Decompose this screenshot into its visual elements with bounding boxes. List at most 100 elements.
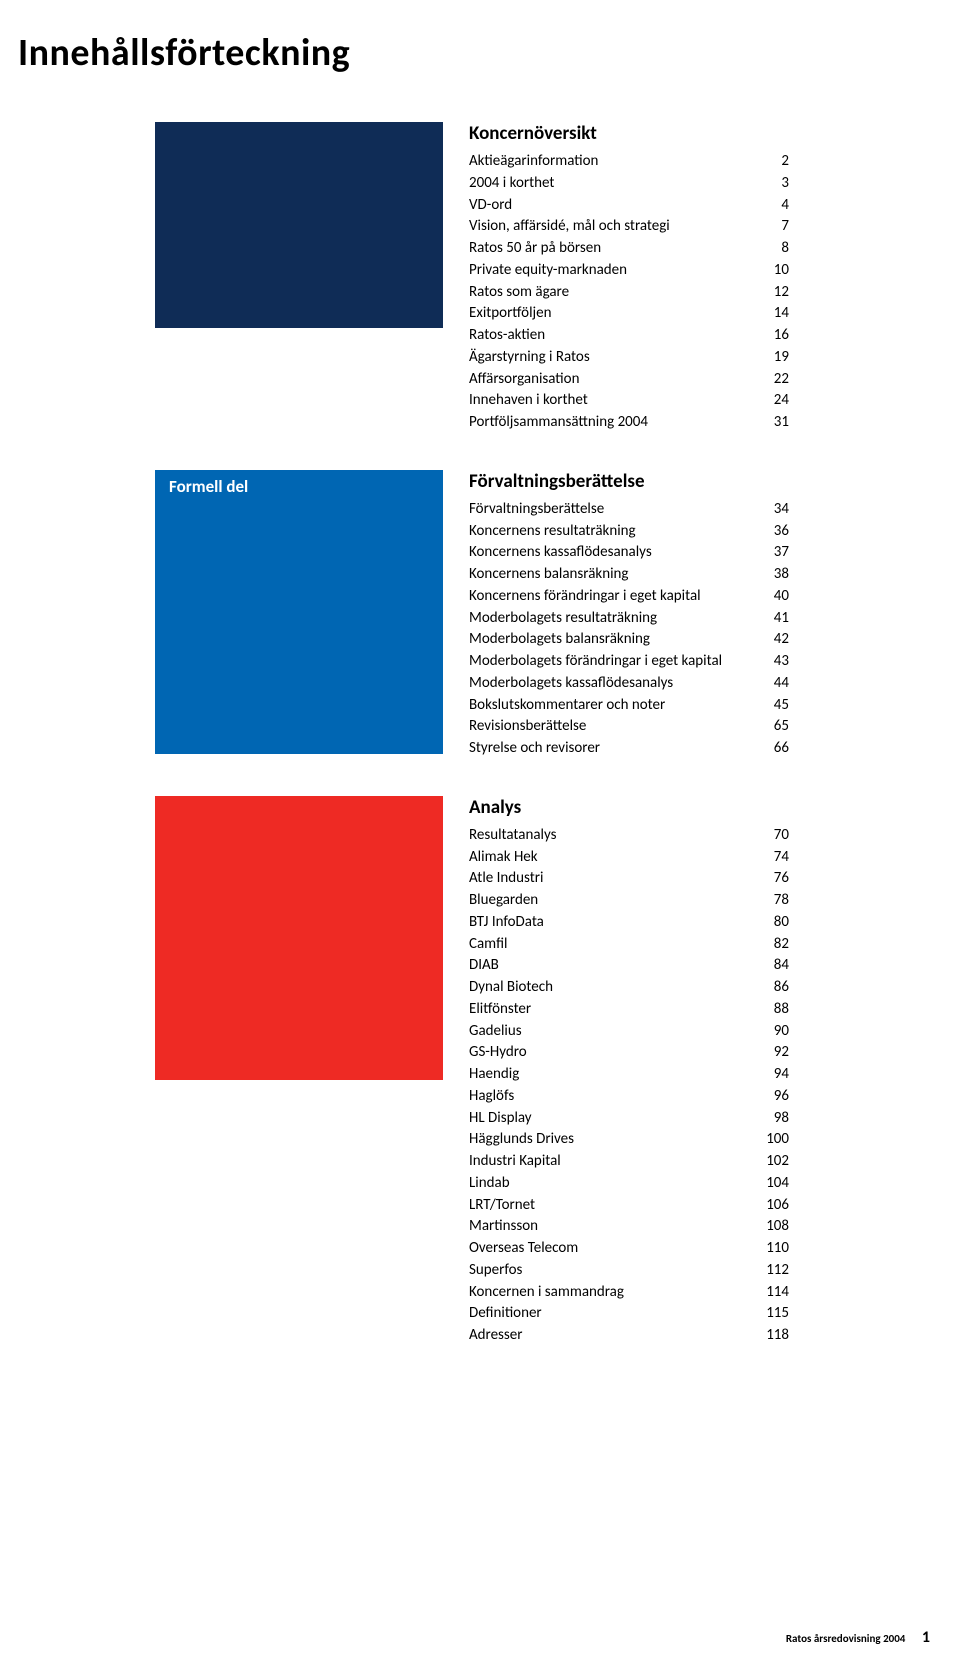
toc-label: Overseas Telecom (469, 1238, 745, 1260)
toc-row: HL Display98 (469, 1108, 789, 1130)
toc-label: Adresser (469, 1325, 745, 1347)
toc-page: 8 (745, 238, 789, 260)
toc-row: Moderbolagets förändringar i eget kapita… (469, 651, 789, 673)
toc-page: 19 (745, 347, 789, 369)
toc-row: Resultatanalys70 (469, 825, 789, 847)
toc-label: Martinsson (469, 1216, 745, 1238)
toc-page: 106 (745, 1195, 789, 1217)
toc-page: 100 (745, 1129, 789, 1151)
toc-label: Aktieägarinformation (469, 151, 745, 173)
toc-row: Dynal Biotech86 (469, 977, 789, 999)
toc-row: Ratos som ägare12 (469, 282, 789, 304)
toc-row: Overseas Telecom110 (469, 1238, 789, 1260)
toc-page: 84 (745, 955, 789, 977)
toc-label: Hägglunds Drives (469, 1129, 745, 1151)
toc-label: Haglöfs (469, 1086, 745, 1108)
toc-row: Koncernens resultaträkning36 (469, 521, 789, 543)
toc-section-analys: Analys Resultatanalys70Alimak Hek74Atle … (155, 796, 855, 1347)
toc-row: 2004 i korthet3 (469, 173, 789, 195)
toc-label: Exitportföljen (469, 303, 745, 325)
toc-row: Hägglunds Drives100 (469, 1129, 789, 1151)
toc-label: Innehaven i korthet (469, 390, 745, 412)
toc-label: LRT/Tornet (469, 1195, 745, 1217)
toc-row: Adresser118 (469, 1325, 789, 1347)
toc-label: Industri Kapital (469, 1151, 745, 1173)
footer-text: Ratos årsredovisning 2004 (786, 1632, 906, 1645)
toc-page: 40 (745, 586, 789, 608)
toc-page: 102 (745, 1151, 789, 1173)
toc-page: 66 (745, 738, 789, 760)
toc-row: Portföljsammansättning 200431 (469, 412, 789, 434)
section-body: Förvaltningsberättelse Förvaltningsberät… (469, 470, 789, 760)
section-color-box (155, 796, 443, 1080)
toc-label: Förvaltningsberättelse (469, 499, 745, 521)
toc-label: Definitioner (469, 1303, 745, 1325)
toc-row: Superfos112 (469, 1260, 789, 1282)
toc-label: Camfil (469, 934, 745, 956)
toc-label: Haendig (469, 1064, 745, 1086)
toc-page: 118 (745, 1325, 789, 1347)
toc-label: 2004 i korthet (469, 173, 745, 195)
toc-page: 86 (745, 977, 789, 999)
toc-row: Gadelius90 (469, 1021, 789, 1043)
page-footer: Ratos årsredovisning 2004 1 (786, 1628, 930, 1647)
toc-row: GS-Hydro92 (469, 1042, 789, 1064)
toc-row: Definitioner115 (469, 1303, 789, 1325)
toc-label: Koncernens resultaträkning (469, 521, 745, 543)
toc-label: Koncernens kassaflödesanalys (469, 542, 745, 564)
toc-label: Atle Industri (469, 868, 745, 890)
toc-label: Affärsorganisation (469, 369, 745, 391)
toc-row: Alimak Hek74 (469, 847, 789, 869)
toc-page: 44 (745, 673, 789, 695)
toc-list: Förvaltningsberättelse34Koncernens resul… (469, 499, 789, 760)
toc-row: Atle Industri76 (469, 868, 789, 890)
toc-row: DIAB84 (469, 955, 789, 977)
toc-page: 22 (745, 369, 789, 391)
toc-page: 43 (745, 651, 789, 673)
toc-page: 82 (745, 934, 789, 956)
toc-page: 12 (745, 282, 789, 304)
toc-page: 42 (745, 629, 789, 651)
toc-page: 115 (745, 1303, 789, 1325)
toc-label: Ratos-aktien (469, 325, 745, 347)
toc-page: 41 (745, 608, 789, 630)
toc-page: 16 (745, 325, 789, 347)
toc-row: Koncernens förändringar i eget kapital40 (469, 586, 789, 608)
toc-label: VD-ord (469, 195, 745, 217)
toc-label: Superfos (469, 1260, 745, 1282)
toc-page: 36 (745, 521, 789, 543)
toc-page: 10 (745, 260, 789, 282)
toc-page: 74 (745, 847, 789, 869)
toc-row: Affärsorganisation22 (469, 369, 789, 391)
toc-label: Ägarstyrning i Ratos (469, 347, 745, 369)
toc-label: BTJ InfoData (469, 912, 745, 934)
toc-row: Revisionsberättelse65 (469, 716, 789, 738)
toc-page: 24 (745, 390, 789, 412)
toc-row: Förvaltningsberättelse34 (469, 499, 789, 521)
toc-label: Moderbolagets förändringar i eget kapita… (469, 651, 745, 673)
toc-label: Koncernens balansräkning (469, 564, 745, 586)
toc-page: 104 (745, 1173, 789, 1195)
toc-label: Resultatanalys (469, 825, 745, 847)
toc-label: Lindab (469, 1173, 745, 1195)
toc-page: 114 (745, 1282, 789, 1304)
toc-page: 92 (745, 1042, 789, 1064)
toc-page: 45 (745, 695, 789, 717)
toc-page: 3 (745, 173, 789, 195)
toc-page: 34 (745, 499, 789, 521)
toc-row: Koncernen i sammandrag114 (469, 1282, 789, 1304)
section-heading: Förvaltningsberättelse (469, 470, 789, 493)
toc-page: 7 (745, 216, 789, 238)
section-heading: Koncernöversikt (469, 122, 789, 145)
toc-row: Moderbolagets balansräkning42 (469, 629, 789, 651)
toc-row: Styrelse och revisorer66 (469, 738, 789, 760)
toc-row: Exitportföljen14 (469, 303, 789, 325)
toc-row: Moderbolagets kassaflödesanalys44 (469, 673, 789, 695)
toc-label: Revisionsberättelse (469, 716, 745, 738)
toc-page: 4 (745, 195, 789, 217)
toc-label: GS-Hydro (469, 1042, 745, 1064)
section-color-box: Formell del (155, 470, 443, 754)
page-title: Innehållsförteckning (0, 0, 960, 76)
toc-page: 76 (745, 868, 789, 890)
toc-label: Ratos som ägare (469, 282, 745, 304)
